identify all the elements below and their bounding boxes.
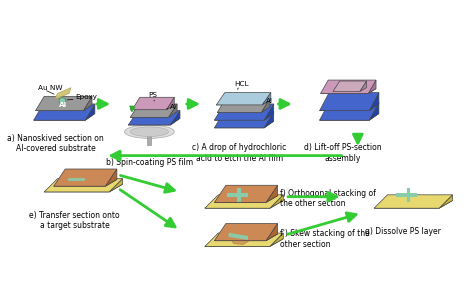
- Text: f) Orthogonal stacking of
the other section: f) Orthogonal stacking of the other sect…: [281, 189, 376, 208]
- Polygon shape: [374, 195, 453, 208]
- Polygon shape: [168, 104, 177, 117]
- Polygon shape: [333, 81, 366, 91]
- Text: c) A drop of hydrochloric
acid to etch the Al film: c) A drop of hydrochloric acid to etch t…: [192, 143, 286, 163]
- Polygon shape: [266, 223, 277, 241]
- Polygon shape: [34, 104, 95, 120]
- Polygon shape: [130, 104, 177, 117]
- Bar: [147, 132, 151, 145]
- Polygon shape: [333, 88, 366, 91]
- Polygon shape: [320, 89, 376, 93]
- Polygon shape: [205, 233, 283, 246]
- Polygon shape: [44, 184, 123, 192]
- Polygon shape: [264, 104, 273, 120]
- Polygon shape: [54, 180, 117, 186]
- Polygon shape: [266, 185, 277, 203]
- Polygon shape: [36, 105, 92, 111]
- Polygon shape: [214, 196, 277, 203]
- Polygon shape: [166, 97, 174, 110]
- Polygon shape: [128, 111, 180, 125]
- Text: Al: Al: [171, 104, 177, 110]
- Text: Al: Al: [59, 102, 67, 108]
- Polygon shape: [34, 113, 95, 120]
- Polygon shape: [83, 96, 92, 111]
- Polygon shape: [132, 105, 174, 110]
- Polygon shape: [205, 201, 283, 208]
- Polygon shape: [262, 93, 271, 105]
- Polygon shape: [368, 80, 376, 93]
- Polygon shape: [264, 112, 273, 128]
- Polygon shape: [55, 88, 71, 99]
- Polygon shape: [214, 104, 273, 120]
- Polygon shape: [319, 113, 379, 120]
- Ellipse shape: [229, 94, 246, 104]
- Polygon shape: [36, 96, 92, 111]
- Polygon shape: [232, 233, 251, 245]
- Polygon shape: [319, 93, 379, 111]
- Polygon shape: [214, 234, 277, 241]
- Polygon shape: [261, 98, 270, 113]
- Polygon shape: [217, 107, 270, 113]
- Polygon shape: [214, 185, 277, 203]
- Polygon shape: [439, 195, 453, 208]
- Polygon shape: [109, 178, 123, 192]
- Polygon shape: [205, 239, 283, 246]
- Polygon shape: [85, 104, 95, 120]
- Polygon shape: [214, 113, 273, 120]
- Polygon shape: [216, 100, 271, 105]
- Polygon shape: [369, 102, 379, 120]
- Ellipse shape: [125, 125, 174, 138]
- Ellipse shape: [130, 127, 168, 136]
- Polygon shape: [214, 223, 277, 241]
- Text: PS: PS: [149, 92, 158, 98]
- Polygon shape: [320, 80, 376, 93]
- Text: Epoxy: Epoxy: [76, 94, 98, 100]
- Polygon shape: [105, 169, 117, 186]
- Polygon shape: [270, 195, 283, 208]
- Text: d) Lift-off PS-section
assembly: d) Lift-off PS-section assembly: [304, 143, 382, 163]
- Circle shape: [59, 98, 66, 104]
- Polygon shape: [214, 112, 273, 128]
- Text: Al: Al: [266, 98, 273, 104]
- Text: f') Skew stacking of the
other section: f') Skew stacking of the other section: [281, 229, 370, 249]
- Polygon shape: [171, 111, 180, 125]
- Polygon shape: [216, 93, 271, 105]
- Text: Au NW: Au NW: [38, 85, 63, 91]
- Polygon shape: [44, 178, 123, 192]
- Polygon shape: [369, 93, 379, 111]
- Polygon shape: [374, 201, 453, 208]
- Polygon shape: [319, 104, 379, 111]
- Polygon shape: [217, 98, 270, 113]
- Polygon shape: [130, 112, 177, 117]
- Polygon shape: [54, 169, 117, 186]
- Text: b) Spin-coating PS film: b) Spin-coating PS film: [106, 158, 193, 168]
- Polygon shape: [128, 118, 180, 125]
- Polygon shape: [270, 233, 283, 246]
- Text: a) Nanoskived section on
Al-covered substrate: a) Nanoskived section on Al-covered subs…: [7, 133, 104, 153]
- Polygon shape: [319, 102, 379, 120]
- Text: HCL: HCL: [234, 81, 248, 87]
- Polygon shape: [132, 97, 174, 110]
- Polygon shape: [360, 81, 366, 91]
- Text: e) Transfer section onto
a target substrate: e) Transfer section onto a target substr…: [29, 211, 120, 230]
- Polygon shape: [214, 121, 273, 128]
- Polygon shape: [205, 195, 283, 208]
- Text: g) Dissolve PS layer: g) Dissolve PS layer: [365, 227, 441, 236]
